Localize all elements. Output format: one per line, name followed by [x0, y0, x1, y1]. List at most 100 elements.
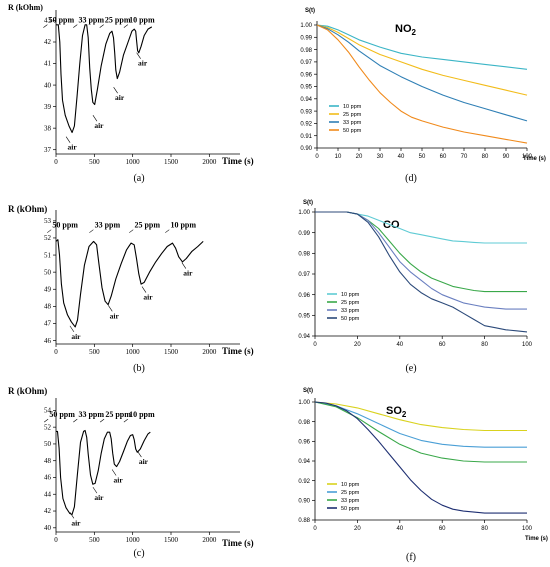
y-tick-label: 0.96 [300, 72, 312, 78]
x-tick-label: 2000 [202, 536, 217, 544]
y-tick-label: 0.92 [298, 479, 310, 485]
x-tick-label: 10 [335, 154, 342, 160]
annotation-arrow [73, 24, 78, 28]
annotation-arrow [123, 418, 129, 423]
y-tick-label: 52 [44, 423, 52, 431]
legend-label: 50 ppm [341, 316, 360, 322]
x-tick-label: 80 [482, 154, 489, 160]
legend-label: 50 ppm [343, 128, 362, 134]
y-axis-label: S(t) [303, 388, 313, 394]
y-axis-label: S(t) [303, 200, 313, 206]
chart-title: NO2 [395, 23, 417, 37]
x-tick-label: 90 [503, 154, 510, 160]
y-tick-label: 0.93 [300, 109, 312, 115]
series-line-50-ppm [314, 401, 527, 514]
chart-title: SO2 [386, 405, 407, 419]
x-tick-label: 80 [481, 526, 488, 532]
x-tick-label: 50 [419, 154, 426, 160]
y-tick-label: 48 [44, 303, 52, 311]
annotation-air: air [114, 476, 124, 485]
y-tick-label: 39 [44, 103, 52, 111]
legend-label: 25 ppm [341, 490, 360, 496]
panel-caption: (a) [133, 173, 144, 184]
legend-label: 50 ppm [341, 506, 360, 512]
series-line-33-ppm [316, 24, 528, 122]
y-tick-label: 40 [44, 524, 52, 532]
chart-title-main: NO [395, 23, 412, 35]
x-tick-label: 100 [522, 526, 533, 532]
panel-caption: (c) [133, 548, 144, 559]
chart-svg-b: 0 500 1000 1500 2000 46 47 48 49 50 51 52 53 R (kOhm)… [8, 204, 254, 374]
x-tick-label: 0 [54, 158, 58, 166]
annotation-air: air [139, 457, 149, 466]
series-line-10-ppm [314, 401, 527, 432]
x-tick-label: 100 [522, 342, 533, 348]
y-tick-label: 41 [44, 60, 52, 68]
annotation-concentration: 10 ppm [129, 16, 155, 25]
annotation-arrow [69, 325, 75, 333]
x-tick-label: 60 [439, 526, 446, 532]
x-tick-label: 1500 [164, 536, 179, 544]
chart-panel-b: 0 500 1000 1500 2000 46 47 48 49 50 51 52 53 R (kOhm)… [0, 190, 275, 380]
x-tick-label: 500 [89, 536, 100, 544]
chart-svg-c: 0 500 1000 1500 2000 40 42 44 46 48 50 52 54 R (kOhm)… [8, 386, 254, 559]
x-tick-label: 0 [313, 342, 317, 348]
annotation-concentration: 50 ppm [52, 221, 78, 230]
y-tick-label: 0.97 [300, 60, 312, 66]
y-tick-label: 40 [44, 81, 52, 89]
y-tick-label: 0.91 [300, 134, 312, 140]
legend-label: 33 ppm [341, 498, 360, 504]
annotation-arrow [113, 86, 118, 94]
chart-svg-e: 0 20 40 60 80 100 0.94 0.95 0.96 0.97 0.98 0.99 1.00… [298, 200, 533, 374]
series-line [56, 429, 151, 515]
legend-label: 25 ppm [343, 112, 362, 118]
chart-panel-f: 0 20 40 60 80 100 0.88 0.90 0.92 0.94 0.96 0.98 1.00… [275, 380, 550, 567]
chart-title-subscript: 2 [412, 28, 417, 37]
legend-label: 10 ppm [343, 104, 362, 110]
annotation-arrow [69, 512, 75, 519]
series-line-10-ppm [315, 211, 527, 244]
series-line [56, 24, 153, 134]
x-tick-label: 20 [354, 342, 361, 348]
x-tick-label: 100 [522, 154, 533, 160]
legend-label: 33 ppm [341, 308, 360, 314]
y-tick-label: 46 [44, 337, 52, 345]
annotation-air: air [115, 93, 125, 102]
x-tick-label: 0 [54, 536, 58, 544]
legend-label: 10 ppm [341, 482, 360, 488]
y-axis-label: R (kOhm) [8, 386, 47, 396]
x-tick-label: 0 [315, 154, 319, 160]
chart-panel-a: 0 500 1000 1500 2000 37 38 39 40 41 42 43 R (kOhm) Ti… [0, 0, 275, 190]
y-tick-label: 0.92 [300, 122, 312, 128]
annotation-concentration: 33 ppm [78, 16, 104, 25]
x-tick-label: 60 [439, 342, 446, 348]
chart-title-subscript: 2 [402, 410, 407, 419]
x-tick-label: 1000 [126, 158, 141, 166]
annotation-arrow [73, 418, 78, 423]
annotation-arrow [43, 418, 49, 423]
y-tick-label: 49 [44, 285, 52, 293]
y-tick-label: 50 [44, 440, 52, 448]
legend-label: 33 ppm [343, 120, 362, 126]
annotation-arrow [89, 229, 94, 233]
x-tick-label: 1000 [126, 536, 141, 544]
annotation-arrow [136, 52, 141, 59]
chart-svg-a: 0 500 1000 1500 2000 37 38 39 40 41 42 43R (kOhm) Ti… [8, 3, 254, 184]
annotation-air: air [68, 143, 78, 152]
series-line-25-ppm [316, 24, 528, 96]
y-tick-label: 47 [44, 320, 52, 328]
x-tick-label: 1500 [164, 158, 179, 166]
legend-label: 10 ppm [341, 292, 360, 298]
y-tick-label: 0.95 [298, 314, 310, 320]
annotation-arrow [43, 24, 48, 28]
annotation-arrow [181, 262, 187, 269]
y-tick-label: 1.00 [298, 400, 310, 406]
annotation-concentration: 10 ppm [129, 410, 155, 419]
series-line [55, 239, 204, 328]
annotation-concentration: 33 ppm [95, 221, 121, 230]
x-tick-label: 20 [354, 526, 361, 532]
x-axis-label: Time (s) [222, 156, 254, 166]
annotation-arrow [99, 418, 105, 423]
chart-title-main: SO [386, 405, 402, 417]
legend-label: 25 ppm [341, 300, 360, 306]
